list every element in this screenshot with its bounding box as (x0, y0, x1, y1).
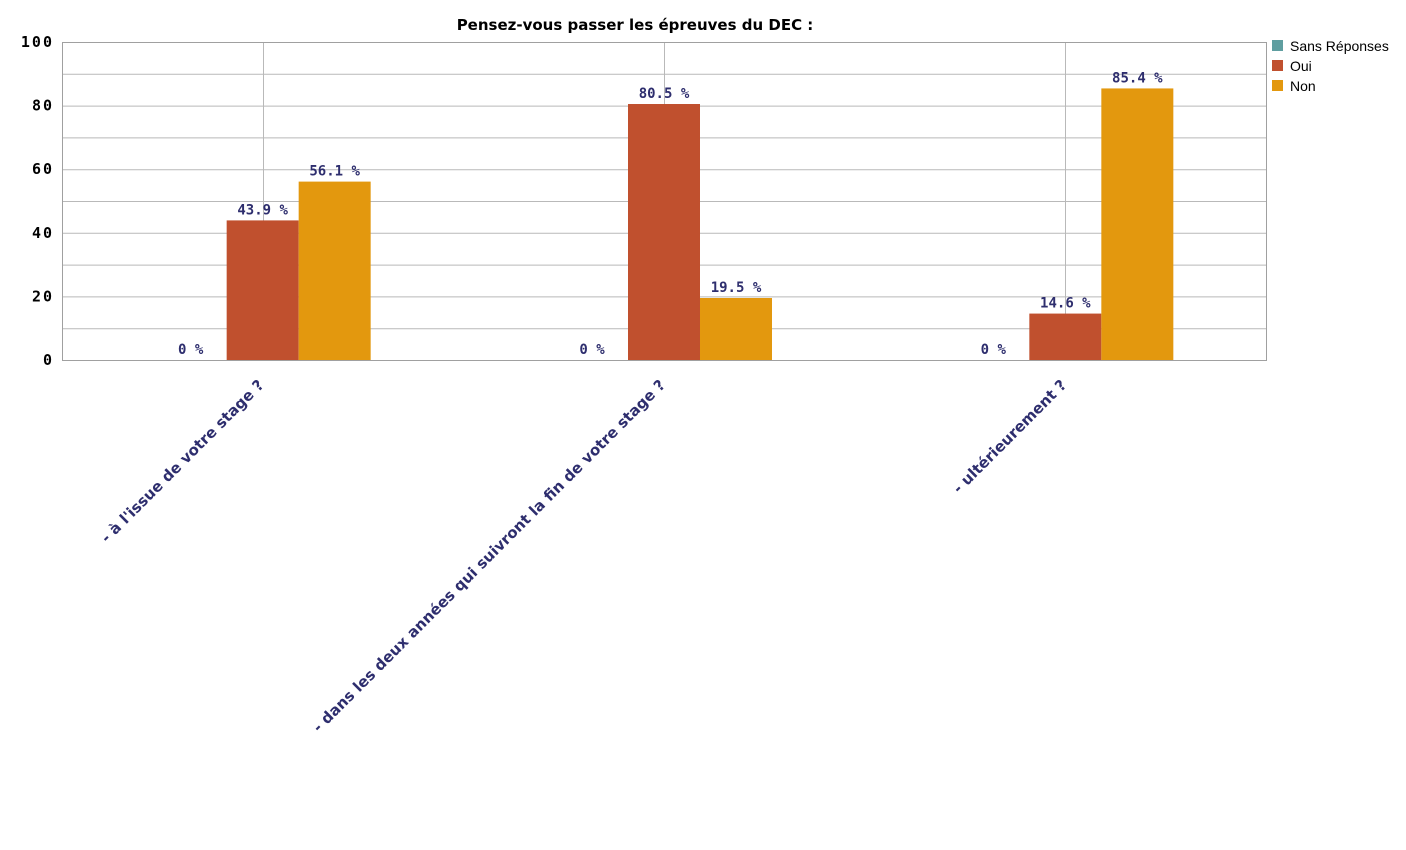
bar-non-1 (298, 181, 371, 360)
bar-oui-2 (628, 104, 700, 360)
y-tick-label: 80 (32, 97, 54, 115)
legend-swatch (1272, 80, 1283, 91)
y-tick-label: 60 (32, 160, 54, 178)
x-tick-label: - à l'issue de votre stage ? (97, 376, 267, 546)
legend-swatch (1272, 40, 1283, 51)
x-axis: - à l'issue de votre stage ? - dans les d… (97, 376, 1070, 736)
data-label: 56.1 % (309, 164, 360, 180)
legend: Sans Réponses Oui Non (1272, 38, 1389, 94)
data-label: 43.9 % (237, 202, 288, 218)
data-label: 0 % (579, 342, 605, 358)
y-tick-label: 20 (32, 287, 54, 305)
data-label: 0 % (981, 342, 1007, 358)
legend-label: Oui (1290, 58, 1312, 74)
chart-title: Pensez-vous passer les épreuves du DEC : (457, 16, 814, 34)
legend-swatch (1272, 60, 1283, 71)
bar-oui-3 (1029, 313, 1102, 360)
legend-label: Sans Réponses (1290, 38, 1389, 54)
x-tick-label: - dans les deux années qui suivront la f… (309, 376, 669, 736)
legend-label: Non (1290, 78, 1316, 94)
bar-oui-1 (226, 220, 299, 360)
data-label: 19.5 % (711, 280, 762, 296)
y-tick-label: 0 (43, 351, 54, 369)
bar-non-3 (1101, 88, 1174, 360)
y-axis: 0 20 40 60 80 100 (21, 33, 54, 369)
data-label: 0 % (178, 342, 204, 358)
plot-frame (62, 42, 1267, 361)
x-tick-label: - ultérieurement ? (949, 376, 1070, 497)
y-tick-label: 100 (21, 33, 54, 51)
bars (226, 88, 1174, 360)
bar-non-2 (700, 297, 772, 360)
data-label: 80.5 % (639, 86, 690, 102)
data-labels: 0 % 43.9 % 56.1 % 0 % 80.5 % 19.5 % 0 % 14.6 % 8… (178, 70, 1163, 358)
y-tick-label: 40 (32, 224, 54, 242)
data-label: 14.6 % (1040, 296, 1091, 312)
data-label: 85.4 % (1112, 70, 1163, 86)
